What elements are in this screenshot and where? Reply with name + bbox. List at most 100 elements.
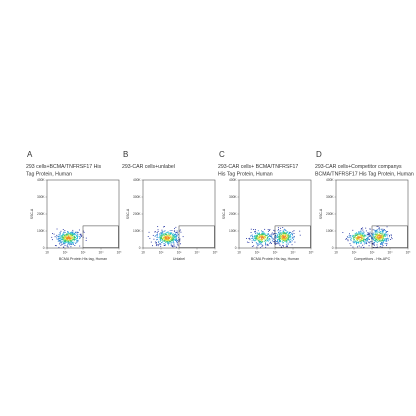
data-point: [381, 233, 383, 235]
data-point: [66, 236, 68, 238]
data-point: [350, 244, 352, 246]
data-point: [282, 235, 284, 237]
data-point: [261, 239, 263, 241]
data-point: [163, 236, 165, 238]
data-point: [385, 235, 387, 237]
data-point: [259, 241, 261, 243]
data-point: [82, 230, 84, 232]
data-point: [62, 237, 64, 239]
data-point: [164, 240, 166, 242]
data-point: [174, 238, 176, 240]
data-point: [282, 237, 284, 239]
data-point: [288, 233, 290, 234]
data-point: [271, 239, 273, 241]
data-point: [362, 229, 364, 231]
data-point: [160, 232, 162, 234]
data-point: [262, 240, 264, 242]
data-point: [359, 238, 361, 240]
data-point: [376, 234, 378, 236]
data-point: [363, 240, 364, 241]
data-point: [355, 240, 357, 242]
data-point: [356, 243, 358, 245]
data-point: [58, 234, 60, 236]
data-point: [379, 237, 381, 239]
data-point: [85, 240, 87, 241]
data-point: [376, 238, 378, 239]
data-point: [173, 242, 174, 244]
y-tick-label: 200K: [37, 212, 45, 216]
gate-box[interactable]: [371, 225, 408, 248]
data-point: [360, 242, 362, 243]
data-point: [285, 241, 287, 243]
data-point: [164, 238, 165, 240]
data-point: [379, 238, 381, 240]
data-point: [265, 234, 266, 236]
data-point: [368, 242, 370, 244]
data-point: [69, 238, 71, 240]
data-point: [250, 235, 251, 237]
data-point: [366, 243, 368, 245]
data-point: [360, 243, 362, 245]
data-point: [379, 246, 381, 247]
data-point: [355, 234, 357, 236]
data-point: [62, 235, 64, 236]
data-point: [159, 236, 161, 238]
data-point: [286, 232, 288, 234]
data-point: [72, 236, 74, 238]
gate-box[interactable]: [274, 225, 311, 248]
data-point: [271, 238, 273, 240]
gate-box[interactable]: [82, 225, 119, 248]
data-point: [180, 243, 181, 245]
data-point: [345, 238, 347, 239]
data-point: [74, 237, 76, 239]
data-point: [169, 240, 171, 242]
data-point: [64, 237, 66, 239]
data-point: [357, 235, 359, 237]
data-point: [375, 240, 377, 242]
data-point: [179, 229, 181, 231]
data-point: [383, 235, 385, 236]
data-point: [173, 230, 175, 232]
data-point: [350, 238, 352, 240]
data-point: [354, 234, 356, 236]
data-point: [364, 234, 366, 236]
data-point: [64, 235, 66, 237]
data-point: [363, 243, 365, 245]
data-point: [384, 240, 386, 242]
data-point: [164, 236, 166, 238]
panel-title-line: His Tag Protein, Human: [218, 172, 273, 178]
data-point: [277, 239, 278, 240]
data-point: [63, 239, 65, 241]
data-point: [70, 235, 72, 237]
data-point: [160, 238, 162, 239]
data-point: [377, 238, 379, 240]
data-point: [353, 241, 355, 243]
data-point: [279, 235, 281, 236]
data-point: [176, 241, 178, 243]
data-point: [380, 233, 381, 234]
data-point: [361, 235, 363, 237]
data-point: [77, 234, 79, 236]
data-point: [287, 234, 289, 236]
data-point: [285, 234, 287, 236]
data-point: [383, 236, 385, 238]
data-point: [171, 236, 173, 238]
data-point: [76, 236, 78, 238]
data-point: [279, 230, 281, 232]
data-point: [251, 240, 253, 242]
data-point: [69, 242, 70, 244]
data-point: [167, 234, 169, 236]
data-point: [376, 236, 378, 238]
data-point: [261, 241, 263, 243]
data-point: [252, 236, 254, 238]
data-point: [375, 238, 377, 239]
data-point: [385, 238, 387, 240]
data-point: [381, 235, 383, 237]
data-point: [284, 229, 286, 231]
data-point: [72, 239, 74, 240]
gate-box[interactable]: [178, 225, 215, 248]
data-point: [275, 235, 277, 237]
data-point: [64, 230, 66, 232]
data-point: [369, 233, 371, 234]
data-point: [346, 236, 348, 238]
